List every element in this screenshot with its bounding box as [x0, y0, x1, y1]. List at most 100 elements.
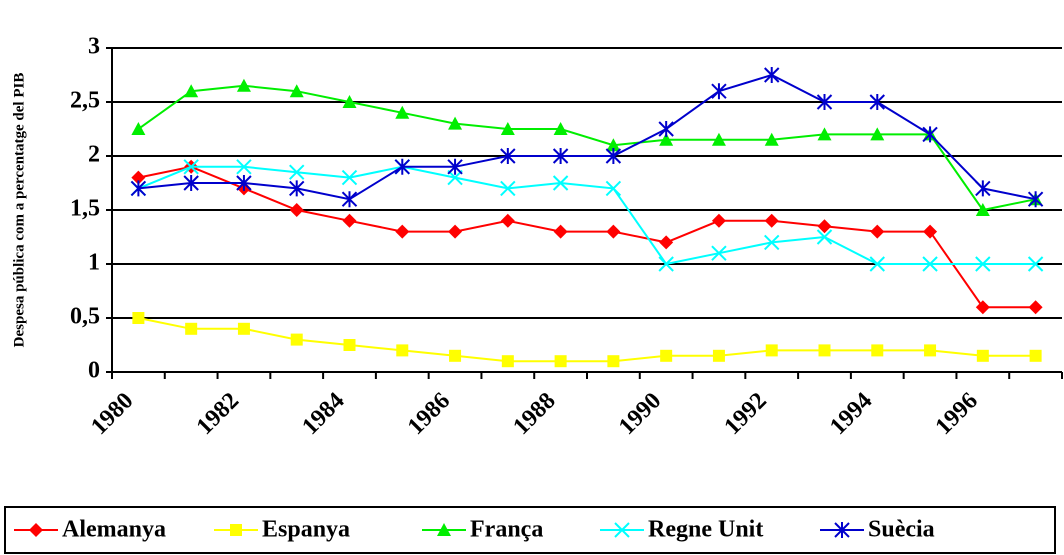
series-line: [138, 165, 1036, 266]
data-point: [1027, 256, 1044, 272]
data-point: [290, 333, 303, 346]
data-point: [237, 322, 250, 335]
data-point: [817, 127, 832, 141]
y-axis-label: Despesa pública com a percentatge del PI…: [11, 73, 27, 348]
data-point: [660, 349, 673, 362]
data-point: [1027, 191, 1044, 208]
data-point: [817, 219, 832, 234]
data-point: [341, 169, 358, 186]
data-point: [395, 224, 410, 239]
data-point: [923, 224, 938, 239]
data-point: [289, 164, 305, 180]
data-point: [605, 180, 622, 197]
data-point: [922, 126, 938, 143]
data-point: [659, 132, 674, 146]
data-point: [711, 83, 727, 100]
data-point: [395, 105, 410, 119]
data-point: [818, 344, 831, 357]
x-tick-label: 1986: [403, 388, 455, 440]
data-point: [236, 159, 252, 175]
data-point: [552, 148, 569, 164]
data-point: [289, 84, 304, 98]
data-point: [870, 224, 885, 239]
x-tick-label: 1990: [614, 388, 666, 440]
data-point: [289, 180, 305, 197]
data-point: [448, 224, 463, 239]
data-point: [764, 67, 780, 83]
series-line: [138, 317, 1036, 363]
data-point: [500, 213, 515, 228]
data-point: [132, 312, 145, 324]
data-point: [765, 344, 778, 357]
legend-marker: [437, 523, 451, 536]
data-point: [554, 355, 567, 368]
data-point: [658, 256, 674, 272]
data-point: [448, 116, 463, 130]
data-point: [922, 256, 938, 272]
data-point: [975, 203, 990, 216]
data-point: [130, 180, 147, 197]
data-point: [816, 229, 833, 245]
data-point: [764, 132, 779, 146]
data-point: [449, 349, 462, 362]
data-point: [658, 121, 674, 137]
series-line: [138, 165, 1036, 309]
data-point: [185, 322, 198, 335]
data-point: [712, 349, 725, 362]
data-point: [184, 84, 199, 98]
x-tick-label: 1982: [192, 388, 244, 440]
data-point: [447, 158, 463, 175]
y-tick-label: 2,5: [70, 88, 100, 114]
data-point: [605, 148, 622, 164]
x-tick-label: 1988: [508, 388, 560, 440]
x-tick-label: 1994: [825, 388, 877, 440]
legend-label: Suècia: [868, 517, 935, 543]
data-point: [236, 175, 252, 191]
data-point: [396, 344, 409, 357]
data-point: [711, 132, 726, 146]
series-line: [137, 84, 1036, 212]
data-point: [289, 203, 304, 217]
data-point: [924, 344, 937, 357]
legend-marker: [29, 523, 43, 537]
data-point: [343, 339, 356, 351]
data-point: [500, 180, 516, 197]
data-point: [1029, 349, 1042, 362]
data-point: [552, 175, 569, 191]
y-tick-label: 2: [88, 142, 100, 168]
data-point: [553, 122, 568, 135]
x-tick-label: 1992: [720, 388, 772, 440]
y-tick-label: 1: [88, 250, 100, 276]
data-point: [342, 95, 357, 108]
x-tick-label: 1984: [297, 388, 349, 440]
data-point: [553, 224, 568, 239]
data-point: [183, 175, 199, 191]
data-point: [500, 122, 515, 135]
data-point: [341, 191, 358, 208]
data-point: [659, 235, 674, 250]
legend-label: Espanya: [262, 517, 350, 543]
legend-label: Regne Unit: [648, 517, 763, 543]
legend-marker: [230, 524, 242, 536]
data-point: [711, 245, 727, 261]
data-point: [975, 180, 991, 197]
x-tick-label: 1980: [86, 388, 138, 440]
y-tick-label: 3: [88, 34, 100, 60]
data-point: [869, 94, 885, 110]
data-point: [711, 213, 726, 228]
data-point: [764, 234, 780, 251]
data-point: [500, 148, 516, 164]
legend-label: França: [470, 517, 543, 543]
data-point: [394, 158, 410, 175]
data-point: [501, 355, 514, 368]
legend-box: [4, 506, 1056, 554]
data-point: [606, 224, 621, 239]
legend-label: Alemanya: [62, 517, 166, 543]
legend-marker: [614, 522, 630, 538]
data-point: [1028, 300, 1043, 315]
x-tick-label: 1996: [931, 388, 983, 440]
y-tick-label: 0: [88, 358, 100, 384]
data-point: [816, 94, 833, 110]
data-point: [606, 138, 621, 152]
